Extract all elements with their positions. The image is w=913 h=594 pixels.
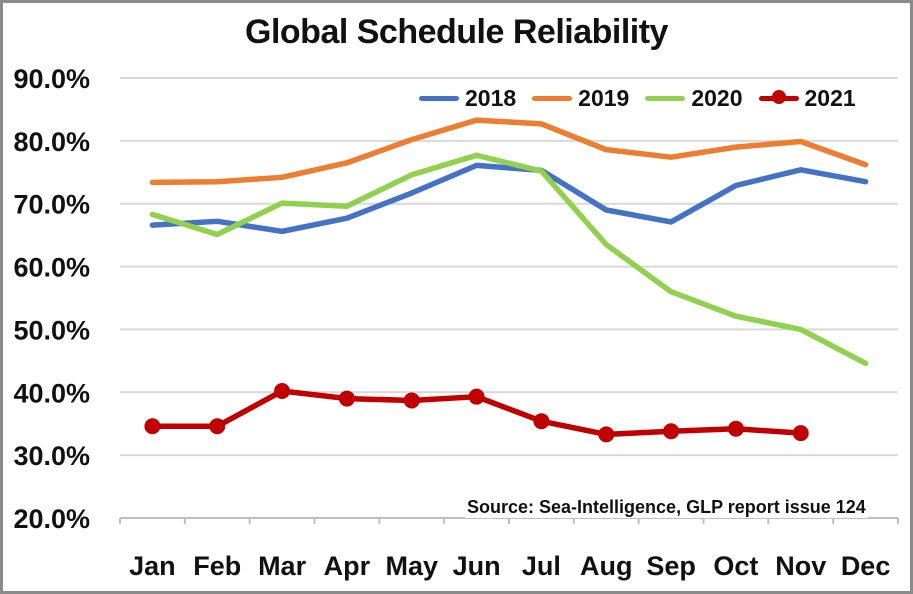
series-line-2018 <box>149 162 869 235</box>
x-tick-label: Dec <box>841 551 891 581</box>
source-note: Source: Sea-Intelligence, GLP report iss… <box>465 497 868 518</box>
x-tick-label: Feb <box>193 551 241 581</box>
y-tick-label: 30.0% <box>13 441 90 471</box>
x-tick-label: Apr <box>324 551 371 581</box>
y-tick-label: 60.0% <box>13 253 90 283</box>
x-tick-label: Mar <box>258 551 307 581</box>
data-point-2021 <box>598 426 615 443</box>
y-tick-label: 70.0% <box>13 190 90 220</box>
legend-swatch-2018 <box>419 96 459 101</box>
data-point-2021 <box>468 388 485 405</box>
y-tick-label: 90.0% <box>13 64 90 94</box>
x-tick-label: Sep <box>646 551 696 581</box>
data-point-2021 <box>144 418 161 435</box>
legend-swatch-2021 <box>758 90 799 104</box>
data-point-2021 <box>403 392 420 409</box>
legend-marker-2021 <box>771 90 786 104</box>
data-point-2021 <box>663 423 680 440</box>
x-tick-label: Jul <box>522 551 561 581</box>
data-point-2021 <box>533 413 550 430</box>
legend-item-2019: 2019 <box>532 85 629 112</box>
data-point-2021 <box>209 418 226 435</box>
data-point-2021 <box>792 425 809 442</box>
legend: 2018 2019 2020 2021 <box>419 85 856 112</box>
legend-swatch-2019 <box>532 96 573 101</box>
legend-item-2021: 2021 <box>758 85 856 112</box>
legend-label-2018: 2018 <box>465 85 517 111</box>
series-line-2020 <box>149 152 869 367</box>
x-tick-label: Nov <box>775 551 826 581</box>
series-lines <box>144 117 869 443</box>
series-line-2019 <box>149 117 869 186</box>
line-chart: 90.0% 80.0% 70.0% 60.0% 50.0% 40.0% 30.0% 20.0%… <box>13 64 899 581</box>
y-tick-label: 50.0% <box>13 315 90 345</box>
x-tick-label: Oct <box>713 551 758 581</box>
y-tick-label: 80.0% <box>13 127 90 157</box>
legend-label-2020: 2020 <box>691 85 743 111</box>
y-axis-ticks: 90.0% 80.0% 70.0% 60.0% 50.0% 40.0% 30.0% 20.0% <box>13 64 90 534</box>
data-point-2021 <box>727 420 744 437</box>
legend-item-2018: 2018 <box>419 85 516 112</box>
x-tick-label: Jan <box>129 551 176 581</box>
legend-swatch-2020 <box>645 96 686 101</box>
data-point-2021 <box>338 390 355 407</box>
y-tick-label: 20.0% <box>13 504 90 534</box>
chart-title: Global Schedule Reliability <box>245 13 668 51</box>
data-point-2021 <box>274 383 291 400</box>
legend-label-2019: 2019 <box>578 85 630 111</box>
x-tick-label: Jun <box>453 551 501 581</box>
legend-item-2020: 2020 <box>645 85 743 112</box>
x-tick-label: May <box>385 551 438 581</box>
x-tick-label: Aug <box>580 551 632 581</box>
legend-label-2021: 2021 <box>804 85 856 111</box>
x-axis-ticks: Jan Feb Mar Apr May Jun Jul Aug Sep Oct Nov Dec <box>119 518 899 581</box>
y-tick-label: 40.0% <box>13 378 90 408</box>
